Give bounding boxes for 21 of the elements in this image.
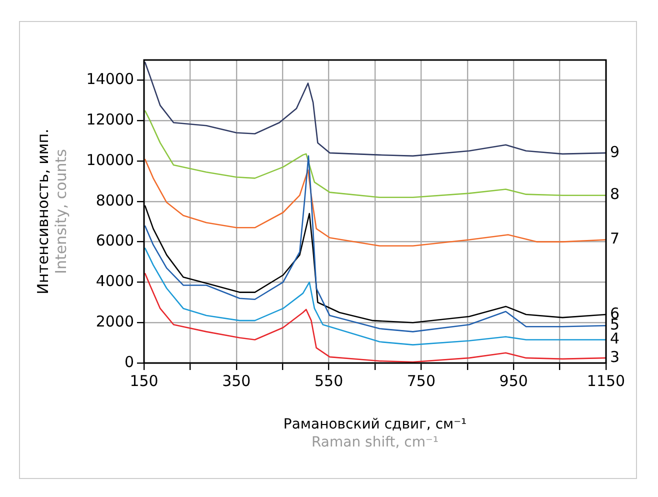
y-tick-label: 8000 (96, 191, 134, 210)
y-tick-label: 0 (124, 352, 134, 371)
y-tick-label: 12000 (86, 110, 134, 128)
x-tick-label: 350 (222, 372, 251, 390)
x-tick-label: 950 (499, 372, 528, 390)
series-label: 8 (610, 185, 620, 204)
series-label: 9 (610, 142, 620, 161)
x-tick-label: 550 (314, 372, 344, 390)
y-tick-label: 6000 (96, 232, 134, 250)
series-label: 3 (610, 348, 620, 366)
x-tick-label: 1150 (586, 372, 626, 390)
y-tick-label: 10000 (86, 150, 134, 169)
y-axis-title: Интенсивность, имп. Intensity, counts (34, 128, 70, 294)
x-tick-label: 150 (130, 372, 158, 390)
series-label: 7 (610, 230, 620, 248)
y-tick-label: 4000 (96, 272, 134, 290)
x-tick-label: 750 (406, 372, 436, 390)
y-tick-label: 2000 (96, 312, 134, 330)
y-tick-label: 14000 (86, 70, 134, 88)
series-label: 4 (610, 330, 620, 348)
x-axis-title: Рамановский сдвиг, см⁻¹ Raman shift, cm⁻¹ (283, 416, 467, 451)
